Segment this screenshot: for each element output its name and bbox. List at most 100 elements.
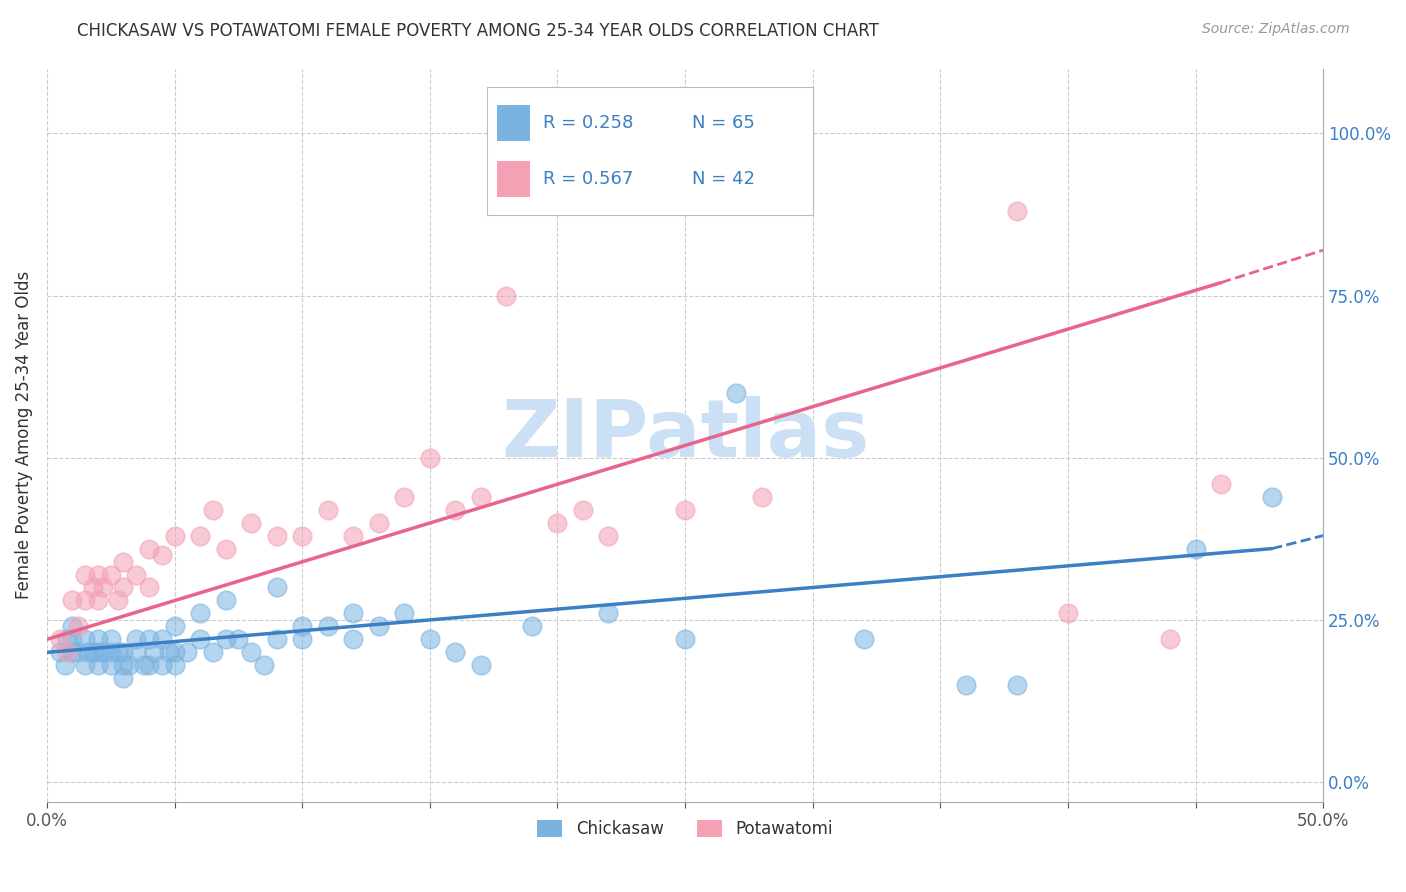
Potawatomi: [138, 581, 160, 595]
Chickasaw: [673, 632, 696, 647]
Potawatomi: [214, 541, 236, 556]
Y-axis label: Female Poverty Among 25-34 Year Olds: Female Poverty Among 25-34 Year Olds: [15, 271, 32, 599]
Text: ZIPatlas: ZIPatlas: [501, 396, 869, 474]
Chickasaw: [132, 658, 155, 673]
Chickasaw: [100, 658, 122, 673]
Potawatomi: [112, 581, 135, 595]
Potawatomi: [112, 555, 135, 569]
Chickasaw: [87, 632, 110, 647]
Chickasaw: [266, 632, 288, 647]
Chickasaw: [138, 658, 160, 673]
Chickasaw: [342, 607, 364, 621]
Chickasaw: [163, 645, 186, 659]
Chickasaw: [367, 619, 389, 633]
Potawatomi: [342, 528, 364, 542]
Potawatomi: [91, 581, 114, 595]
Chickasaw: [117, 658, 139, 673]
Chickasaw: [342, 632, 364, 647]
Potawatomi: [546, 516, 568, 530]
Potawatomi: [75, 593, 97, 607]
Potawatomi: [394, 490, 416, 504]
Chickasaw: [394, 607, 416, 621]
Potawatomi: [673, 502, 696, 516]
Potawatomi: [495, 288, 517, 302]
Chickasaw: [201, 645, 224, 659]
Potawatomi: [1159, 632, 1181, 647]
Potawatomi: [1209, 476, 1232, 491]
Potawatomi: [751, 490, 773, 504]
Chickasaw: [87, 645, 110, 659]
Potawatomi: [419, 450, 441, 465]
Potawatomi: [48, 632, 70, 647]
Potawatomi: [316, 502, 339, 516]
Chickasaw: [163, 619, 186, 633]
Legend: Chickasaw, Potawatomi: Chickasaw, Potawatomi: [530, 813, 839, 845]
Text: Source: ZipAtlas.com: Source: ZipAtlas.com: [1202, 22, 1350, 37]
Potawatomi: [266, 528, 288, 542]
Potawatomi: [598, 528, 620, 542]
Chickasaw: [291, 619, 314, 633]
Chickasaw: [1261, 490, 1284, 504]
Chickasaw: [48, 645, 70, 659]
Chickasaw: [62, 645, 84, 659]
Chickasaw: [214, 632, 236, 647]
Chickasaw: [138, 632, 160, 647]
Chickasaw: [125, 645, 148, 659]
Chickasaw: [240, 645, 263, 659]
Chickasaw: [150, 632, 173, 647]
Chickasaw: [82, 645, 104, 659]
Potawatomi: [56, 645, 79, 659]
Potawatomi: [66, 619, 89, 633]
Chickasaw: [163, 658, 186, 673]
Potawatomi: [470, 490, 492, 504]
Chickasaw: [112, 671, 135, 685]
Chickasaw: [150, 658, 173, 673]
Chickasaw: [214, 593, 236, 607]
Chickasaw: [112, 645, 135, 659]
Chickasaw: [316, 619, 339, 633]
Potawatomi: [367, 516, 389, 530]
Potawatomi: [240, 516, 263, 530]
Chickasaw: [725, 385, 748, 400]
Potawatomi: [75, 567, 97, 582]
Chickasaw: [91, 645, 114, 659]
Chickasaw: [1184, 541, 1206, 556]
Potawatomi: [150, 548, 173, 562]
Potawatomi: [572, 502, 595, 516]
Chickasaw: [75, 658, 97, 673]
Chickasaw: [188, 632, 211, 647]
Potawatomi: [138, 541, 160, 556]
Chickasaw: [1005, 678, 1028, 692]
Chickasaw: [75, 632, 97, 647]
Chickasaw: [62, 632, 84, 647]
Chickasaw: [100, 632, 122, 647]
Chickasaw: [266, 581, 288, 595]
Potawatomi: [82, 581, 104, 595]
Chickasaw: [53, 658, 76, 673]
Chickasaw: [598, 607, 620, 621]
Potawatomi: [163, 528, 186, 542]
Chickasaw: [520, 619, 543, 633]
Chickasaw: [125, 632, 148, 647]
Potawatomi: [201, 502, 224, 516]
Chickasaw: [56, 632, 79, 647]
Chickasaw: [176, 645, 198, 659]
Potawatomi: [444, 502, 467, 516]
Potawatomi: [62, 593, 84, 607]
Chickasaw: [87, 658, 110, 673]
Potawatomi: [107, 593, 129, 607]
Potawatomi: [291, 528, 314, 542]
Chickasaw: [143, 645, 166, 659]
Chickasaw: [188, 607, 211, 621]
Potawatomi: [87, 567, 110, 582]
Chickasaw: [76, 645, 98, 659]
Chickasaw: [157, 645, 180, 659]
Potawatomi: [188, 528, 211, 542]
Chickasaw: [955, 678, 977, 692]
Chickasaw: [100, 645, 122, 659]
Chickasaw: [291, 632, 314, 647]
Chickasaw: [253, 658, 276, 673]
Chickasaw: [107, 645, 129, 659]
Potawatomi: [1057, 607, 1080, 621]
Chickasaw: [444, 645, 467, 659]
